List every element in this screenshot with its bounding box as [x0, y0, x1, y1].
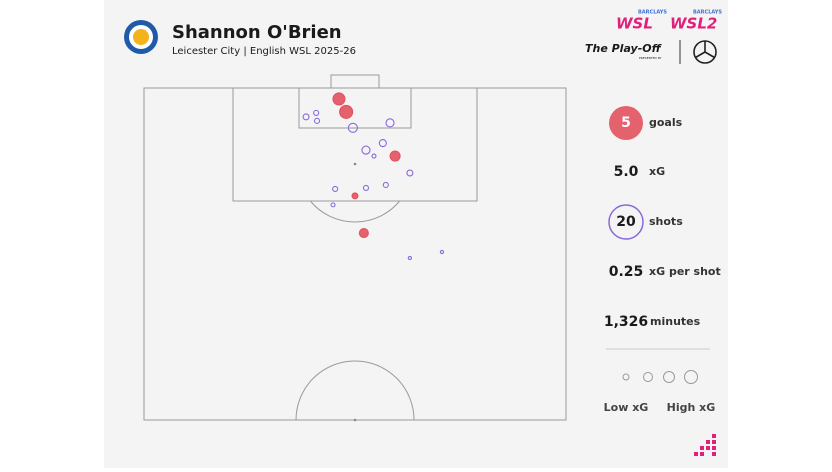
shot [313, 117, 321, 124]
league-logo: WSL [616, 15, 653, 33]
shot [371, 153, 377, 159]
stat-badge [608, 204, 644, 240]
sponsor-star [693, 40, 717, 64]
stat-label: minutes [650, 315, 701, 328]
show-logo: The Play-Off [585, 42, 663, 55]
panel [104, 0, 728, 468]
pitch [143, 74, 567, 422]
club-badge [124, 20, 158, 54]
stat-value: 5 [621, 115, 631, 131]
shot [313, 109, 320, 116]
stat-value: 1,326 [604, 314, 648, 330]
presented: PRESENTED BY [639, 56, 662, 60]
stat-value: 5.0 [614, 164, 639, 180]
shot [378, 139, 387, 148]
shot [330, 202, 336, 208]
sponsor: BARCLAYS [693, 10, 722, 16]
chart-subtitle: Leicester City | English WSL 2025-26 [172, 46, 356, 57]
footer-logo [694, 434, 716, 456]
goal-shot [332, 92, 346, 106]
stat-badge [609, 106, 643, 140]
shot [406, 169, 414, 177]
goal-shot [351, 192, 359, 200]
league-logo: WSL2 [670, 15, 717, 33]
goal-shot [358, 228, 369, 239]
stat-label: xG per shot [649, 265, 721, 278]
goal-shot [389, 150, 401, 162]
stat-label: shots [649, 215, 683, 228]
stat-value: 20 [616, 214, 636, 230]
stat-label: goals [649, 116, 683, 129]
shot [347, 122, 358, 133]
legend [622, 370, 698, 384]
chart-title: Shannon O'Brien [172, 22, 342, 43]
shot [407, 255, 412, 261]
shot [439, 249, 445, 255]
shot [382, 181, 389, 189]
shot [332, 185, 339, 193]
shot [361, 145, 371, 155]
shot [302, 113, 310, 121]
legend-low: Low xG [604, 401, 649, 414]
legend-high: High xG [667, 401, 716, 414]
sponsor: BARCLAYS [638, 10, 667, 16]
goal-shot [339, 104, 354, 119]
shot [385, 118, 395, 128]
shot [362, 184, 370, 192]
stat-label: xG [649, 165, 665, 178]
stat-value: 0.25 [609, 264, 644, 280]
